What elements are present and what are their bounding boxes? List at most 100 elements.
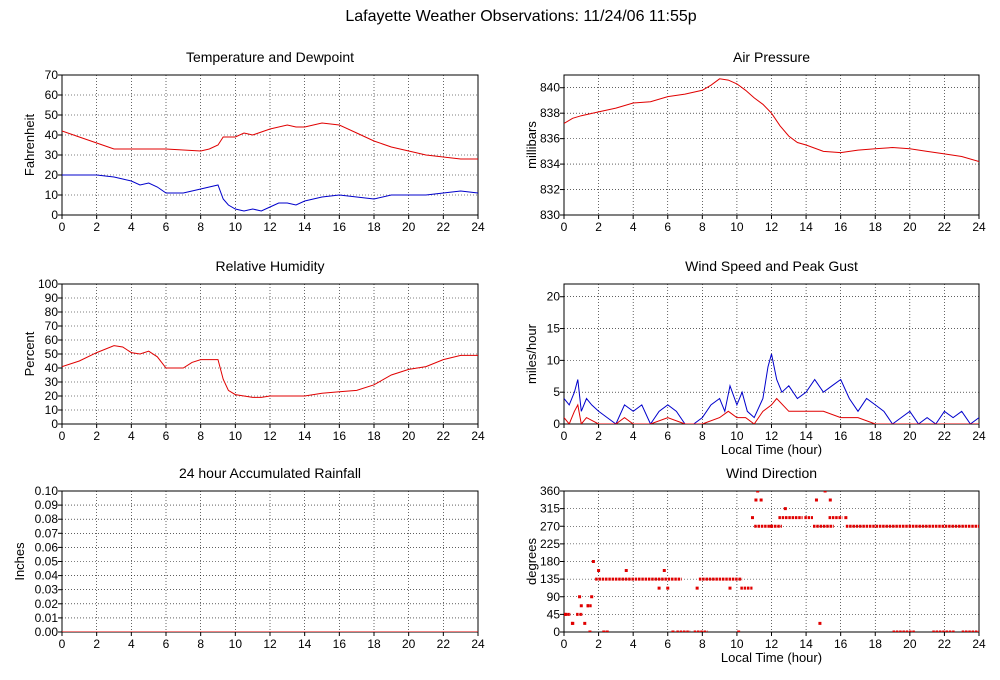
plot-area: [62, 122, 478, 212]
direction-point: [671, 630, 675, 632]
direction-point: [662, 569, 666, 573]
direction-point: [602, 630, 606, 632]
direction-point: [728, 586, 732, 590]
y-tick-label: 180: [540, 555, 560, 569]
x-axis-label: Local Time (hour): [721, 650, 822, 665]
y-tick-label: 80: [45, 305, 59, 319]
x-tick-label: 20: [402, 220, 416, 234]
y-tick-label: 0.06: [35, 540, 59, 554]
x-tick-label: 10: [229, 637, 243, 651]
y-tick-label: 20: [45, 389, 59, 403]
direction-point: [624, 569, 628, 573]
chart-title: Air Pressure: [733, 49, 810, 65]
x-tick-label: 18: [367, 637, 381, 651]
x-tick-label: 6: [664, 429, 671, 443]
y-tick-label: 225: [540, 537, 560, 551]
x-tick-label: 24: [471, 637, 485, 651]
x-tick-label: 12: [263, 220, 277, 234]
direction-point: [590, 595, 594, 599]
x-tick-label: 0: [561, 220, 568, 234]
y-axis-label: miles/hour: [524, 323, 539, 384]
direction-point: [591, 560, 595, 563]
x-tick-label: 4: [630, 429, 637, 443]
y-tick-label: 834: [540, 157, 560, 171]
chart-panel-rain: 0 2 4 6 8 10 12 14 16 18 20 22 240.000.010.020.030.0…: [12, 465, 485, 651]
x-tick-label: 12: [765, 220, 779, 234]
y-tick-label: 0.05: [35, 555, 59, 569]
direction-point: [588, 630, 592, 632]
y-tick-label: 0.02: [35, 597, 59, 611]
x-tick-label: 16: [834, 220, 848, 234]
x-tick-label: 18: [869, 429, 883, 443]
x-tick-label: 0: [561, 637, 568, 651]
direction-point: [586, 604, 590, 608]
series-line: [564, 78, 979, 162]
direction-point: [756, 491, 760, 493]
direction-point: [571, 621, 575, 625]
direction-point: [579, 604, 583, 608]
direction-point: [754, 498, 758, 502]
x-tick-label: 4: [630, 220, 637, 234]
direction-point: [695, 586, 699, 590]
x-tick-label: 12: [263, 429, 277, 443]
series-line: [564, 353, 979, 424]
page-title: Lafayette Weather Observations: 11/24/06…: [345, 8, 697, 25]
x-tick-label: 10: [730, 429, 744, 443]
y-axis-label: Fahrenheit: [22, 114, 37, 177]
x-tick-label: 14: [298, 220, 312, 234]
x-tick-label: 16: [834, 429, 848, 443]
y-tick-label: 50: [45, 347, 59, 361]
y-tick-label: 0.07: [35, 526, 59, 540]
direction-point: [605, 630, 609, 632]
y-tick-label: 5: [553, 385, 560, 399]
x-tick-label: 18: [869, 220, 883, 234]
x-tick-label: 14: [799, 637, 813, 651]
y-tick-label: 0: [553, 625, 560, 639]
y-tick-label: 0.10: [35, 484, 59, 498]
x-tick-label: 14: [298, 637, 312, 651]
y-tick-label: 30: [45, 375, 59, 389]
y-tick-label: 10: [45, 403, 59, 417]
y-tick-label: 0.04: [35, 569, 59, 583]
x-tick-label: 22: [437, 637, 451, 651]
series-line: [564, 397, 979, 424]
direction-point: [759, 498, 763, 502]
y-tick-label: 0: [51, 417, 58, 431]
y-axis-label: Inches: [12, 542, 27, 581]
chart-title: Wind Speed and Peak Gust: [685, 258, 858, 274]
x-tick-label: 6: [664, 637, 671, 651]
y-tick-label: 840: [540, 81, 560, 95]
y-tick-label: 15: [547, 322, 561, 336]
direction-point: [597, 569, 601, 573]
chart-panel-winddir: 0 2 4 6 8 10 12 14 16 18 20 22 240459013518022527031…: [524, 465, 986, 665]
x-tick-label: 24: [471, 429, 485, 443]
x-tick-label: 14: [298, 429, 312, 443]
plot-area: [564, 353, 979, 424]
x-tick-label: 22: [437, 429, 451, 443]
y-tick-label: 70: [45, 68, 59, 82]
x-tick-label: 10: [229, 220, 243, 234]
x-tick-label: 20: [402, 429, 416, 443]
y-tick-label: 135: [540, 572, 560, 586]
x-tick-label: 16: [333, 220, 347, 234]
plot-area: [62, 345, 478, 398]
direction-point: [818, 621, 822, 625]
y-tick-label: 0.08: [35, 512, 59, 526]
x-tick-label: 4: [630, 637, 637, 651]
x-tick-label: 24: [972, 220, 986, 234]
y-tick-label: 70: [45, 319, 59, 333]
direction-point: [564, 612, 568, 616]
y-tick-label: 20: [547, 290, 561, 304]
x-tick-label: 6: [163, 637, 170, 651]
series-line: [62, 122, 478, 160]
direction-point: [657, 586, 661, 590]
x-tick-label: 24: [972, 637, 986, 651]
y-axis-label: millibars: [524, 121, 539, 169]
y-tick-label: 90: [547, 590, 561, 604]
x-tick-label: 2: [93, 637, 100, 651]
x-tick-label: 0: [59, 220, 66, 234]
y-tick-label: 836: [540, 132, 560, 146]
x-tick-label: 20: [402, 637, 416, 651]
x-tick-label: 8: [197, 637, 204, 651]
x-tick-label: 2: [595, 637, 602, 651]
